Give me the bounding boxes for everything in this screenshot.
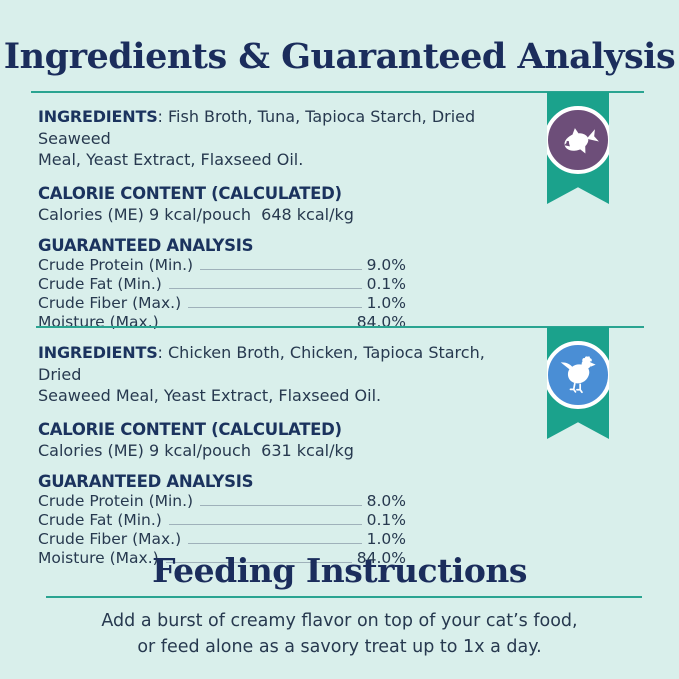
analysis-row-label: Crude Fiber (Max.) xyxy=(38,293,182,312)
analysis-row: Crude Fat (Min.) 0.1% xyxy=(38,275,406,294)
analysis-row-label: Crude Protein (Min.) xyxy=(38,255,194,274)
divider-top xyxy=(31,91,644,93)
calorie-heading: CALORIE CONTENT (CALCULATED) xyxy=(38,183,342,203)
ingredients-paragraph: INGREDIENTS: Chicken Broth, Chicken, Tap… xyxy=(38,342,520,407)
analysis-row-label: Crude Fat (Min.) xyxy=(38,510,162,529)
ingredients-line1: : Fish Broth, Tuna, Tapioca Starch, Drie… xyxy=(38,107,476,148)
analysis-table: Crude Protein (Min.) 9.0% Crude Fat (Min… xyxy=(38,256,406,332)
leader-line xyxy=(188,542,362,544)
ingredients-label: INGREDIENTS xyxy=(38,343,158,362)
leader-line xyxy=(200,268,362,270)
analysis-heading: GUARANTEED ANALYSIS xyxy=(38,235,254,255)
leader-line xyxy=(168,523,362,525)
leader-line xyxy=(200,504,362,506)
analysis-row-label: Moisture (Max.) xyxy=(38,548,159,567)
ingredients-line1: : Chicken Broth, Chicken, Tapioca Starch… xyxy=(38,343,485,384)
ingredients-paragraph: INGREDIENTS: Fish Broth, Tuna, Tapioca S… xyxy=(38,106,520,171)
ingredients-line2: Seaweed Meal, Yeast Extract, Flaxseed Oi… xyxy=(38,386,382,405)
analysis-row-value: 1.0% xyxy=(366,293,406,312)
ingredients-label: INGREDIENTS xyxy=(38,107,158,126)
analysis-row-label: Crude Fat (Min.) xyxy=(38,274,162,293)
chicken-icon xyxy=(560,356,596,394)
analysis-heading: GUARANTEED ANALYSIS xyxy=(38,471,254,491)
feeding-line-1: Add a burst of creamy flavor on top of y… xyxy=(101,611,578,631)
analysis-table: Crude Protein (Min.) 8.0% Crude Fat (Min… xyxy=(38,492,406,568)
analysis-row-value: 1.0% xyxy=(366,529,406,548)
analysis-row: Crude Fiber (Max.) 1.0% xyxy=(38,294,406,313)
chicken-badge-circle xyxy=(547,341,609,409)
divider-middle xyxy=(36,326,644,328)
feeding-line-2: or feed alone as a savory treat up to 1x… xyxy=(137,637,542,657)
divider-feeding xyxy=(46,596,642,598)
analysis-row-value: 84.0% xyxy=(356,548,406,567)
feeding-instructions-title: Feeding Instructions xyxy=(152,551,527,590)
analysis-row: Crude Protein (Min.) 8.0% xyxy=(38,492,406,511)
fish-badge-circle xyxy=(547,106,609,174)
analysis-row: Moisture (Max.) 84.0% xyxy=(38,549,406,568)
fish-ribbon-badge xyxy=(547,92,609,204)
analysis-row-value: 8.0% xyxy=(366,491,406,510)
calorie-heading: CALORIE CONTENT (CALCULATED) xyxy=(38,419,342,439)
analysis-row-value: 0.1% xyxy=(366,510,406,529)
analysis-row-value: 9.0% xyxy=(366,255,406,274)
analysis-row-value: 0.1% xyxy=(366,274,406,293)
chicken-ribbon-badge xyxy=(547,327,609,439)
leader-line xyxy=(188,306,362,308)
leader-line xyxy=(165,561,352,563)
calorie-text: Calories (ME) 9 kcal/pouch 631 kcal/kg xyxy=(38,440,354,460)
analysis-row: Moisture (Max.) 84.0% xyxy=(38,313,406,332)
analysis-row-label: Crude Protein (Min.) xyxy=(38,491,194,510)
section-chicken: INGREDIENTS: Chicken Broth, Chicken, Tap… xyxy=(38,342,520,568)
section-fish: INGREDIENTS: Fish Broth, Tuna, Tapioca S… xyxy=(38,106,520,332)
leader-line xyxy=(168,287,362,289)
feeding-instructions-text: Add a burst of creamy flavor on top of y… xyxy=(0,608,679,660)
ingredients-line2: Meal, Yeast Extract, Flaxseed Oil. xyxy=(38,150,304,169)
analysis-row: Crude Protein (Min.) 9.0% xyxy=(38,256,406,275)
fish-icon xyxy=(564,128,599,154)
analysis-row-label: Crude Fiber (Max.) xyxy=(38,529,182,548)
analysis-row: Crude Fiber (Max.) 1.0% xyxy=(38,530,406,549)
analysis-row: Crude Fat (Min.) 0.1% xyxy=(38,511,406,530)
page-title: Ingredients & Guaranteed Analysis xyxy=(3,36,676,77)
calorie-text: Calories (ME) 9 kcal/pouch 648 kcal/kg xyxy=(38,204,354,224)
